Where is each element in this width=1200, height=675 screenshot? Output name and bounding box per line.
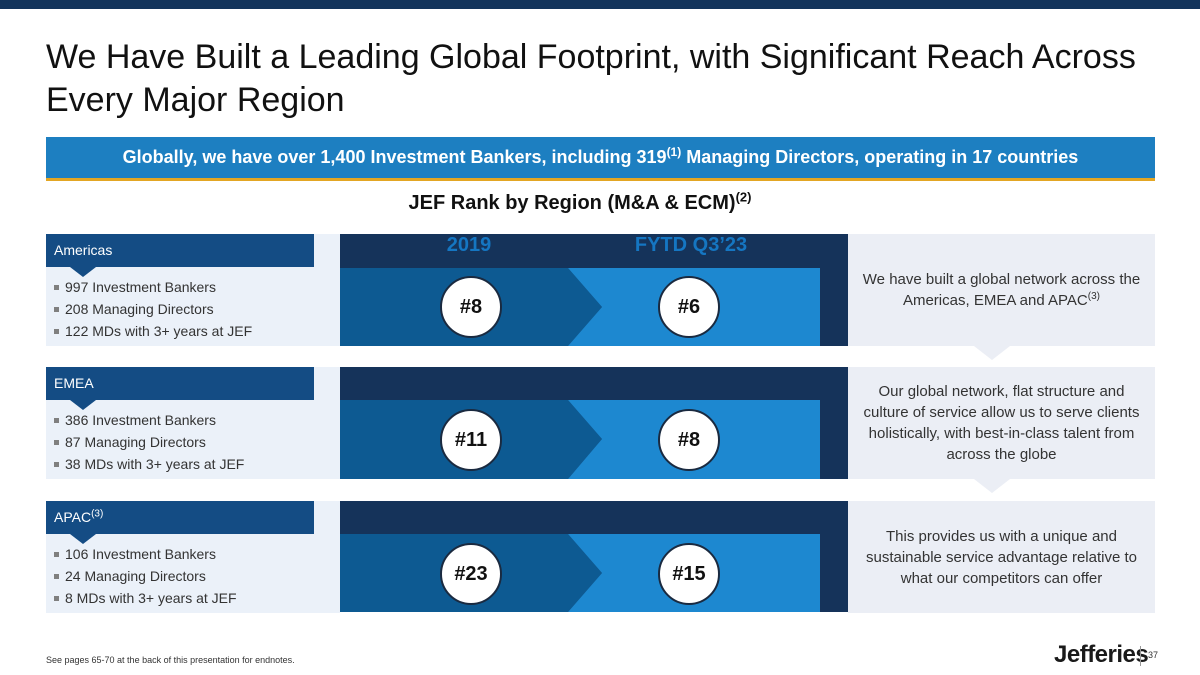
stat-text: 38 MDs with 3+ years at JEF [65, 456, 245, 472]
message-box-advantage: This provides us with a unique and susta… [848, 501, 1155, 613]
bullet-icon [54, 551, 59, 557]
bullet-icon [54, 284, 59, 290]
message-pointer [974, 479, 1010, 493]
message-text: Our global network, flat structure and c… [848, 381, 1155, 465]
bullet-icon [54, 461, 59, 467]
rank-badge-emea-2019: #11 [440, 409, 502, 471]
message-body: Our global network, flat structure and c… [863, 383, 1140, 463]
jefferies-logo: Jefferies [1054, 641, 1149, 668]
arrow-band-emea [312, 367, 848, 479]
page-title: We Have Built a Leading Global Footprint… [46, 38, 1136, 119]
arrow-band-apac [312, 501, 848, 612]
bullet-icon [54, 573, 59, 579]
logo-divider [1140, 646, 1141, 666]
rank-badge-apac-fytd: #15 [658, 543, 720, 605]
message-body: We have built a global network across th… [862, 271, 1141, 309]
banner-text: Globally, we have over 1,400 Investment … [122, 145, 1079, 168]
endnote-reference: See pages 65-70 at the back of this pres… [46, 655, 295, 665]
stat-text: 106 Investment Bankers [65, 546, 216, 562]
stat-text: 122 MDs with 3+ years at JEF [65, 323, 253, 339]
stat-text: 87 Managing Directors [65, 434, 206, 450]
rank-badge-emea-fytd: #8 [658, 409, 720, 471]
region-footnote-ref: (3) [91, 508, 104, 520]
column-header-fytd: FYTD Q3’23 [634, 234, 748, 256]
region-name: EMEA [54, 375, 94, 391]
stat-text: 386 Investment Bankers [65, 412, 216, 428]
stat-text: 997 Investment Bankers [65, 279, 216, 295]
bullet-icon [54, 417, 59, 423]
region-apac: APAC(3) 106 Investment Bankers 24 Managi… [46, 501, 340, 613]
list-item: 386 Investment Bankers [54, 409, 244, 431]
stat-text: 8 MDs with 3+ years at JEF [65, 590, 237, 606]
rank-heading-text: JEF Rank by Region (M&A & ECM) [408, 192, 736, 214]
region-stats-list: 106 Investment Bankers 24 Managing Direc… [54, 543, 237, 609]
rank-badge-americas-2019: #8 [440, 276, 502, 338]
rank-badge-apac-2019: #23 [440, 543, 502, 605]
region-stats-list: 386 Investment Bankers 87 Managing Direc… [54, 409, 244, 475]
page-number: 37 [1148, 650, 1159, 660]
list-item: 208 Managing Directors [54, 298, 252, 320]
list-item: 24 Managing Directors [54, 565, 237, 587]
stat-text: 208 Managing Directors [65, 301, 214, 317]
bullet-icon [54, 328, 59, 334]
stat-text: 24 Managing Directors [65, 568, 206, 584]
banner-footnote-ref: (1) [666, 145, 682, 159]
region-name: APAC [54, 509, 92, 525]
region-emea: EMEA 386 Investment Bankers 87 Managing … [46, 367, 340, 479]
rank-badge-americas-fytd: #6 [658, 276, 720, 338]
region-header-emea: EMEA [46, 367, 314, 400]
message-box-culture: Our global network, flat structure and c… [848, 367, 1155, 479]
band-dark-emea [312, 367, 848, 479]
list-item: 997 Investment Bankers [54, 276, 252, 298]
region-header-americas: Americas [46, 234, 314, 267]
list-item: 8 MDs with 3+ years at JEF [54, 587, 237, 609]
banner-text-main: Globally, we have over 1,400 Investment … [122, 147, 667, 167]
message-pointer [974, 346, 1010, 360]
list-item: 38 MDs with 3+ years at JEF [54, 453, 244, 475]
region-header-pointer [70, 534, 96, 544]
list-item: 122 MDs with 3+ years at JEF [54, 320, 252, 342]
column-header-2019: 2019 [446, 234, 492, 256]
message-text: We have built a global network across th… [848, 269, 1155, 311]
rank-heading: JEF Rank by Region (M&A & ECM)(2) [300, 189, 860, 215]
message-box-network: We have built a global network across th… [848, 234, 1155, 346]
message-text: This provides us with a unique and susta… [848, 526, 1155, 589]
top-accent-bar [0, 0, 1200, 9]
bullet-icon [54, 439, 59, 445]
list-item: 106 Investment Bankers [54, 543, 237, 565]
region-header-pointer [70, 400, 96, 410]
message-body: This provides us with a unique and susta… [866, 527, 1137, 587]
banner-text-rest: Managing Directors, operating in 17 coun… [681, 147, 1079, 167]
region-name: Americas [54, 242, 113, 258]
message-footnote-ref: (3) [1087, 291, 1101, 302]
region-header-apac: APAC(3) [46, 501, 314, 534]
rank-heading-footnote-ref: (2) [735, 189, 752, 205]
region-americas: Americas 997 Investment Bankers 208 Mana… [46, 234, 340, 346]
bullet-icon [54, 306, 59, 312]
list-item: 87 Managing Directors [54, 431, 244, 453]
bullet-icon [54, 595, 59, 601]
band-dark-apac [312, 501, 848, 612]
region-stats-list: 997 Investment Bankers 208 Managing Dire… [54, 276, 252, 342]
summary-banner: Globally, we have over 1,400 Investment … [46, 137, 1155, 181]
region-header-pointer [70, 267, 96, 277]
